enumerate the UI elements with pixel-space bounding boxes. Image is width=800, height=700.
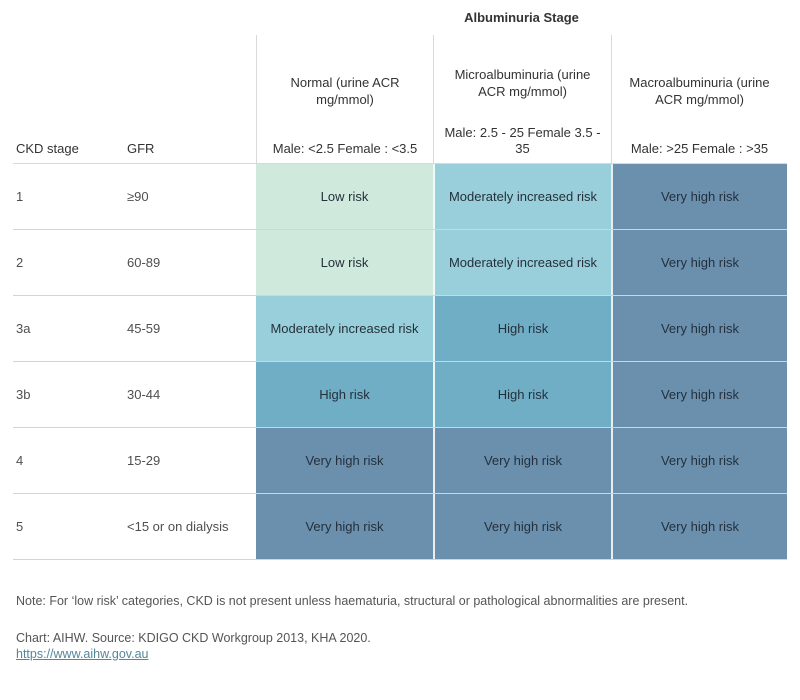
gfr-value: 15-29 bbox=[127, 453, 161, 468]
risk-label: Very high risk bbox=[660, 453, 740, 468]
column-header-macroalbuminuria: Macroalbuminuria (urine ACR mg/mmol) Mal… bbox=[611, 35, 787, 163]
risk-cell-macroalbuminuria[interactable]: Very high risk bbox=[611, 494, 787, 559]
risk-cell-normal[interactable]: High risk bbox=[256, 362, 433, 427]
table-row: 3b 30-44 High risk High risk Very high r… bbox=[13, 362, 787, 428]
ckd-stage-value: 3a bbox=[16, 321, 31, 336]
risk-cell-microalbuminuria[interactable]: Very high risk bbox=[433, 494, 611, 559]
risk-label: Moderately increased risk bbox=[270, 321, 419, 336]
column-header-ckd-stage: CKD stage bbox=[13, 35, 127, 163]
gfr-cell: 15-29 bbox=[127, 428, 256, 493]
risk-cell-macroalbuminuria[interactable]: Very high risk bbox=[611, 296, 787, 361]
risk-cell-microalbuminuria[interactable]: Moderately increased risk bbox=[433, 230, 611, 295]
risk-label: Very high risk bbox=[305, 519, 384, 534]
column-header-normal: Normal (urine ACR mg/mmol) Male: <2.5 Fe… bbox=[256, 35, 433, 163]
footnote: Note: For ‘low risk’ categories, CKD is … bbox=[16, 594, 689, 608]
risk-matrix-table: CKD stage GFR Normal (urine ACR mg/mmol)… bbox=[13, 35, 787, 560]
risk-cell-microalbuminuria[interactable]: Very high risk bbox=[433, 428, 611, 493]
column-header-microalbuminuria: Microalbuminuria (urine ACR mg/mmol) Mal… bbox=[433, 35, 611, 163]
risk-cell-macroalbuminuria[interactable]: Very high risk bbox=[611, 164, 787, 229]
table-row: 1 ≥90 Low risk Moderately increased risk… bbox=[13, 164, 787, 230]
risk-cell-macroalbuminuria[interactable]: Very high risk bbox=[611, 230, 787, 295]
risk-cell-microalbuminuria[interactable]: High risk bbox=[433, 296, 611, 361]
table-row: 2 60-89 Low risk Moderately increased ri… bbox=[13, 230, 787, 296]
gfr-cell: 60-89 bbox=[127, 230, 256, 295]
gfr-value: ≥90 bbox=[127, 189, 149, 204]
macroalbuminuria-column-label: Macroalbuminuria (urine ACR mg/mmol) bbox=[629, 75, 770, 107]
risk-label: Very high risk bbox=[660, 189, 740, 204]
source-attribution: Chart: AIHW. Source: KDIGO CKD Workgroup… bbox=[16, 631, 371, 645]
gfr-cell: ≥90 bbox=[127, 164, 256, 229]
microalbuminuria-column-threshold: Male: 2.5 - 25 Female 3.5 - 35 bbox=[444, 125, 601, 156]
chart-title: Albuminuria Stage bbox=[464, 10, 579, 25]
gfr-value: 45-59 bbox=[127, 321, 161, 336]
risk-label: High risk bbox=[497, 387, 549, 402]
gfr-cell: 30-44 bbox=[127, 362, 256, 427]
table-row: 4 15-29 Very high risk Very high risk Ve… bbox=[13, 428, 787, 494]
risk-cell-macroalbuminuria[interactable]: Very high risk bbox=[611, 428, 787, 493]
gfr-value: 30-44 bbox=[127, 387, 161, 402]
risk-label: Very high risk bbox=[483, 519, 563, 534]
gfr-cell: 45-59 bbox=[127, 296, 256, 361]
risk-label: Very high risk bbox=[660, 255, 740, 270]
risk-label: Moderately increased risk bbox=[448, 189, 598, 204]
ckd-stage-cell: 2 bbox=[13, 230, 127, 295]
risk-label: Very high risk bbox=[660, 387, 740, 402]
table-row: 3a 45-59 Moderately increased risk High … bbox=[13, 296, 787, 362]
risk-label: Moderately increased risk bbox=[448, 255, 598, 270]
risk-label: Low risk bbox=[320, 189, 369, 204]
risk-cell-normal[interactable]: Very high risk bbox=[256, 494, 433, 559]
risk-label: High risk bbox=[497, 321, 549, 336]
risk-cell-normal[interactable]: Very high risk bbox=[256, 428, 433, 493]
header-row: CKD stage GFR Normal (urine ACR mg/mmol)… bbox=[13, 35, 787, 164]
ckd-stage-value: 2 bbox=[16, 255, 24, 270]
gfr-value: 60-89 bbox=[127, 255, 161, 270]
risk-label: Low risk bbox=[320, 255, 369, 270]
gfr-cell: <15 or on dialysis bbox=[127, 494, 256, 559]
column-header-gfr: GFR bbox=[127, 35, 256, 163]
risk-label: Very high risk bbox=[660, 519, 740, 534]
macroalbuminuria-column-threshold: Male: >25 Female : >35 bbox=[630, 141, 769, 156]
risk-label: High risk bbox=[319, 387, 370, 402]
risk-cell-microalbuminuria[interactable]: High risk bbox=[433, 362, 611, 427]
footer: Note: For ‘low risk’ categories, CKD is … bbox=[16, 593, 786, 661]
risk-label: Very high risk bbox=[483, 453, 563, 468]
risk-label: Very high risk bbox=[305, 453, 384, 468]
gfr-header-label: GFR bbox=[127, 141, 155, 156]
table-row: 5 <15 or on dialysis Very high risk Very… bbox=[13, 494, 787, 560]
normal-column-label: Normal (urine ACR mg/mmol) bbox=[290, 75, 400, 107]
risk-cell-normal[interactable]: Moderately increased risk bbox=[256, 296, 433, 361]
ckd-stage-cell: 3b bbox=[13, 362, 127, 427]
ckd-stage-value: 1 bbox=[16, 189, 24, 204]
risk-cell-normal[interactable]: Low risk bbox=[256, 164, 433, 229]
ckd-stage-cell: 3a bbox=[13, 296, 127, 361]
ckd-stage-cell: 1 bbox=[13, 164, 127, 229]
risk-cell-normal[interactable]: Low risk bbox=[256, 230, 433, 295]
ckd-stage-value: 3b bbox=[16, 387, 31, 402]
ckd-stage-header-label: CKD stage bbox=[16, 141, 79, 156]
microalbuminuria-column-label: Microalbuminuria (urine ACR mg/mmol) bbox=[454, 67, 591, 99]
gfr-value: <15 or on dialysis bbox=[127, 519, 229, 534]
ckd-stage-value: 5 bbox=[16, 519, 24, 534]
table-body: 1 ≥90 Low risk Moderately increased risk… bbox=[13, 164, 787, 560]
risk-cell-microalbuminuria[interactable]: Moderately increased risk bbox=[433, 164, 611, 229]
ckd-stage-value: 4 bbox=[16, 453, 24, 468]
ckd-stage-cell: 4 bbox=[13, 428, 127, 493]
normal-column-threshold: Male: <2.5 Female : <3.5 bbox=[272, 141, 418, 156]
ckd-stage-cell: 5 bbox=[13, 494, 127, 559]
risk-cell-macroalbuminuria[interactable]: Very high risk bbox=[611, 362, 787, 427]
aihw-link[interactable]: https://www.aihw.gov.au bbox=[16, 647, 149, 661]
risk-label: Very high risk bbox=[660, 321, 740, 336]
